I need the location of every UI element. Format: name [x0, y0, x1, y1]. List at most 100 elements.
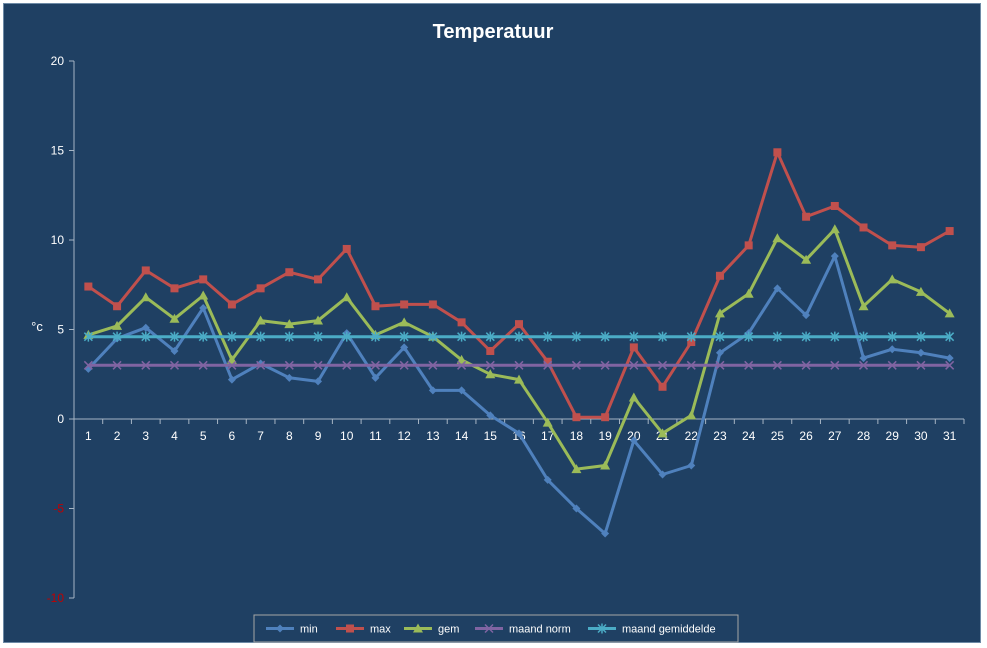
data-point-maand-gemiddelde	[313, 331, 323, 342]
data-point-maand-norm	[83, 360, 93, 370]
data-point-min	[428, 386, 437, 395]
data-point-min	[170, 346, 179, 355]
series-maand-gemiddelde	[83, 331, 955, 342]
data-point-gem	[772, 233, 783, 243]
data-point-gem	[944, 308, 955, 318]
data-point-gem	[887, 274, 898, 284]
data-point-maand-gemiddelde	[945, 331, 955, 342]
data-point-min	[687, 461, 696, 470]
data-point-min	[601, 529, 610, 538]
data-point-gem	[542, 417, 553, 427]
legend-marker-gem	[413, 623, 423, 633]
data-point-max	[84, 282, 93, 291]
series-lines	[83, 148, 955, 538]
data-point-maand-gemiddelde	[600, 331, 610, 342]
data-point-gem	[600, 460, 611, 470]
data-point-maand-norm	[686, 360, 696, 370]
data-point-max	[227, 300, 236, 309]
data-point-maand-gemiddelde	[198, 331, 208, 342]
x-tick-label: 11	[369, 429, 382, 443]
data-point-min	[572, 504, 581, 513]
data-point-min	[859, 354, 868, 363]
data-point-min	[888, 345, 897, 354]
y-tick-label: 0	[57, 412, 64, 426]
data-point-max	[744, 241, 753, 250]
data-point-maand-gemiddelde	[342, 331, 352, 342]
data-point-max	[515, 320, 523, 329]
data-point-min	[945, 354, 954, 363]
data-point-maand-norm	[342, 360, 352, 370]
data-point-gem	[628, 392, 639, 402]
data-point-maand-gemiddelde	[571, 331, 581, 342]
data-point-max	[371, 302, 380, 311]
data-point-maand-gemiddelde	[629, 331, 639, 342]
data-point-maand-norm	[887, 360, 897, 370]
data-point-min	[515, 429, 523, 438]
legend-marker-maand-norm	[484, 623, 494, 634]
data-point-min	[543, 475, 552, 484]
data-point-maand-norm	[112, 360, 122, 370]
data-point-gem	[657, 428, 668, 438]
data-point-min	[715, 348, 724, 357]
x-tick-label: 26	[799, 429, 813, 443]
data-point-maand-norm	[658, 360, 668, 370]
data-point-max	[342, 244, 351, 253]
data-point-gem	[226, 354, 237, 364]
data-point-maand-gemiddelde	[485, 331, 495, 342]
data-point-min	[658, 470, 667, 479]
data-point-max	[629, 343, 638, 352]
data-point-maand-gemiddelde	[514, 331, 524, 342]
chart-title: Temperatuur	[433, 21, 554, 43]
series-max	[84, 148, 954, 422]
data-point-maand-norm	[945, 360, 955, 370]
data-point-min	[141, 323, 150, 332]
data-point-gem	[858, 301, 869, 311]
data-point-gem	[714, 308, 725, 318]
y-axis-label: °c	[31, 319, 43, 334]
data-point-maand-norm	[370, 360, 380, 370]
data-point-maand-gemiddelde	[169, 331, 180, 342]
data-point-max	[945, 227, 954, 236]
data-point-max	[199, 275, 208, 284]
x-tick-label: 22	[685, 429, 699, 443]
data-point-maand-gemiddelde	[686, 331, 696, 342]
legend-label-max: max	[370, 624, 391, 636]
data-point-maand-norm	[514, 360, 524, 370]
data-point-maand-norm	[830, 360, 840, 370]
data-point-max	[601, 413, 610, 422]
data-point-maand-gemiddelde	[399, 331, 409, 342]
data-point-gem	[801, 254, 812, 264]
series-min	[84, 252, 954, 538]
data-point-maand-norm	[141, 360, 151, 370]
x-tick-label: 1	[85, 429, 92, 443]
data-point-min	[314, 377, 323, 386]
data-point-min	[830, 252, 839, 261]
data-point-gem	[341, 292, 352, 302]
data-point-min	[457, 386, 466, 395]
x-tick-label: 23	[713, 429, 727, 443]
data-point-maand-norm	[543, 360, 553, 370]
data-point-gem	[485, 369, 496, 379]
data-point-max	[428, 300, 437, 309]
data-point-maand-gemiddelde	[457, 331, 467, 342]
data-point-maand-norm	[227, 360, 237, 370]
x-tick-label: 20	[627, 429, 641, 443]
data-point-max	[486, 346, 495, 355]
data-point-gem	[456, 354, 467, 364]
chart-area: Temperatuur °c 20 15 10 5 0 -5 -10 1 2 3 4 5 6 7 8 9 10 1…	[3, 3, 981, 643]
x-tick-label: 5	[200, 429, 207, 443]
data-point-maand-gemiddelde	[227, 331, 237, 342]
data-point-min	[371, 373, 380, 382]
data-point-maand-norm	[256, 360, 266, 370]
x-tick-label: 19	[598, 429, 612, 443]
x-tick-label: 27	[828, 429, 842, 443]
data-point-min	[400, 343, 409, 352]
x-tick-label: 9	[315, 429, 322, 443]
x-tick-label: 2	[114, 429, 121, 443]
data-point-gem	[198, 290, 209, 300]
legend: min max gem maand norm maand gemiddelde	[253, 614, 739, 643]
data-point-min	[285, 373, 294, 382]
data-point-max	[400, 300, 409, 309]
data-point-gem	[915, 286, 926, 296]
